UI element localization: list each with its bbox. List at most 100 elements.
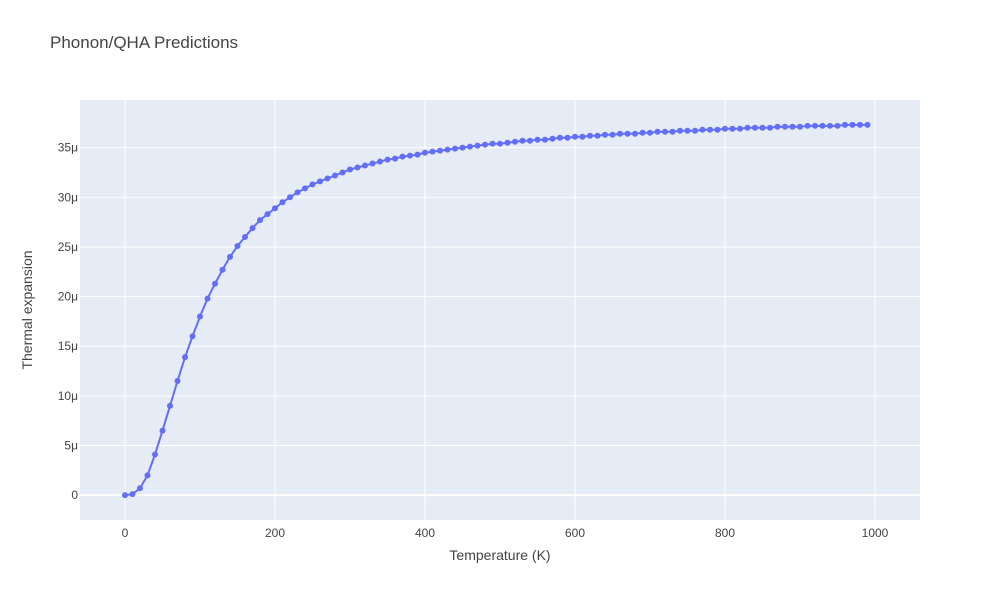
y-tick-label: 0 [71, 488, 78, 502]
data-point [189, 333, 196, 340]
x-tick-label: 200 [265, 526, 285, 540]
data-point [782, 123, 788, 130]
data-point [167, 402, 173, 409]
data-point [234, 242, 241, 249]
data-point [219, 266, 226, 273]
y-axis-title: Thermal expansion [19, 250, 35, 370]
data-point [279, 199, 286, 206]
data-point [422, 149, 428, 156]
data-point [384, 156, 391, 163]
x-tick-label: 1000 [862, 526, 889, 540]
data-point [684, 127, 691, 134]
data-point [774, 123, 781, 130]
data-point [804, 122, 811, 129]
series-line [124, 123, 868, 497]
data-point [767, 124, 773, 131]
data-point [737, 125, 743, 132]
data-point [534, 136, 541, 143]
y-tick-label: 15μ [58, 339, 78, 353]
y-tick-label: 25μ [58, 240, 78, 254]
data-point [564, 134, 571, 141]
data-point [557, 134, 563, 141]
data-point [137, 485, 143, 492]
data-point [429, 148, 436, 155]
data-point [609, 131, 616, 138]
data-point [549, 135, 556, 142]
x-tick-label: 0 [122, 526, 129, 540]
data-point [362, 162, 368, 169]
data-point [797, 123, 803, 130]
data-point [444, 146, 451, 153]
x-tick-label: 400 [415, 526, 435, 540]
data-point [744, 124, 751, 131]
data-point [497, 140, 503, 147]
data-point [512, 138, 518, 145]
chart-title: Phonon/QHA Predictions [50, 33, 239, 52]
data-point [789, 123, 796, 130]
data-point [519, 137, 526, 144]
data-point [864, 121, 871, 128]
data-point [654, 128, 661, 135]
data-point [842, 121, 848, 128]
data-point [647, 129, 653, 136]
y-tick-label: 10μ [58, 389, 78, 403]
data-point [834, 122, 841, 129]
data-point [759, 124, 766, 131]
data-point [602, 131, 608, 138]
data-point [242, 234, 248, 241]
data-point [309, 181, 316, 188]
data-point [332, 172, 338, 179]
data-point [699, 126, 706, 133]
data-point [662, 128, 668, 135]
data-point [152, 451, 158, 458]
x-tick-label: 600 [565, 526, 585, 540]
data-point [587, 132, 593, 139]
data-point [272, 205, 278, 212]
y-tick-label: 35μ [58, 141, 78, 155]
data-point [459, 144, 466, 151]
data-point [467, 143, 473, 150]
data-point [392, 155, 398, 162]
data-point [579, 133, 586, 140]
data-point [399, 153, 406, 160]
data-point [812, 122, 818, 129]
data-point [212, 280, 218, 287]
data-point [849, 121, 856, 128]
data-point [144, 472, 151, 479]
data-point [294, 189, 301, 196]
data-point [527, 137, 533, 144]
data-point [632, 130, 638, 137]
data-point [617, 130, 623, 137]
data-point [354, 164, 361, 171]
data-point [339, 169, 346, 176]
data-point [369, 160, 376, 167]
data-point [474, 142, 481, 149]
data-point [129, 491, 136, 498]
data-point [437, 147, 443, 154]
data-point [377, 158, 383, 165]
data-point [302, 185, 308, 192]
data-point [819, 122, 826, 129]
data-point [827, 122, 833, 129]
data-point [482, 141, 488, 148]
data-point [264, 211, 271, 218]
y-tick-label: 20μ [58, 290, 78, 304]
data-point [752, 124, 758, 131]
y-tick-label: 30μ [58, 190, 78, 204]
data-point [249, 225, 256, 232]
plot-background [80, 100, 920, 520]
data-point [572, 133, 578, 140]
data-point [159, 427, 166, 434]
data-point [489, 140, 496, 147]
data-point [504, 139, 511, 146]
data-point [287, 194, 293, 201]
data-point [197, 313, 203, 320]
data-point [729, 125, 736, 132]
data-point [542, 136, 548, 143]
data-point [414, 151, 421, 158]
data-point [857, 121, 863, 128]
data-point [707, 126, 713, 133]
data-point [324, 175, 331, 182]
x-axis-title: Temperature (K) [449, 547, 551, 563]
